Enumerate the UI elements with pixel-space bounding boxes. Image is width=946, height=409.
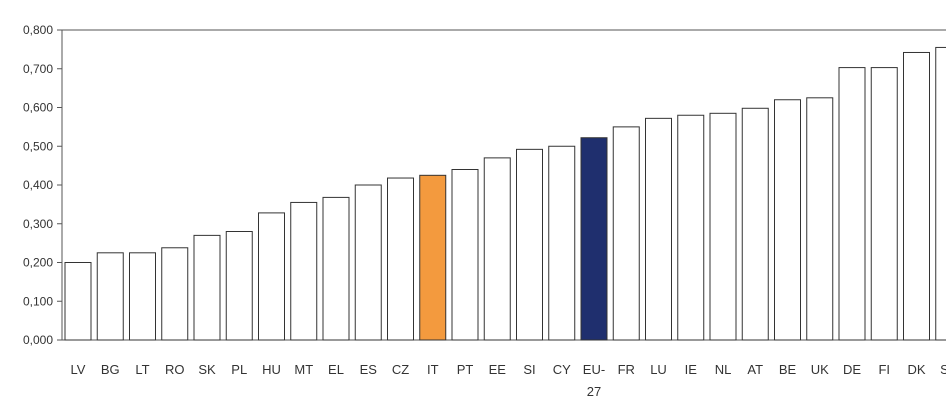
x-tick-label: PL: [231, 362, 247, 377]
y-tick-label: 0,800: [23, 23, 53, 37]
bar-it: [420, 175, 446, 340]
bar-si: [517, 149, 543, 340]
y-tick-label: 0,200: [23, 256, 53, 270]
x-tick-label: PT: [457, 362, 474, 377]
x-tick-label: AT: [747, 362, 763, 377]
x-tick-label: LV: [71, 362, 86, 377]
x-tick-label: SI: [523, 362, 535, 377]
y-tick-label: 0,000: [23, 333, 53, 347]
bar-lu: [646, 118, 672, 340]
bar-ie: [678, 115, 704, 340]
x-axis: LV BG LT RO SK PL HU MT EL ES CZ IT PT EE SI CY EU- 27 FR L…: [71, 362, 946, 399]
x-tick-label: FI: [878, 362, 890, 377]
bar-el: [323, 197, 349, 340]
x-tick-label: CZ: [392, 362, 409, 377]
bar-pl: [226, 232, 252, 341]
x-tick-label: IT: [427, 362, 439, 377]
bar-mt: [291, 202, 317, 340]
bar-fr: [613, 127, 639, 340]
x-tick-label: EU-: [583, 362, 605, 377]
bar-lv: [65, 263, 91, 341]
y-tick-label: 0,400: [23, 178, 53, 192]
y-tick-label: 0,500: [23, 139, 53, 153]
x-tick-label: NL: [715, 362, 732, 377]
bar-fi: [871, 68, 897, 340]
x-tick-label: RO: [165, 362, 185, 377]
bar-nl: [710, 113, 736, 340]
bar-sk: [194, 235, 220, 340]
x-tick-label: SK: [198, 362, 216, 377]
x-tick-label: ES: [360, 362, 378, 377]
x-tick-label: UK: [811, 362, 829, 377]
x-tick-label: DE: [843, 362, 861, 377]
x-tick-label: 27: [587, 384, 601, 399]
x-tick-label: IE: [685, 362, 698, 377]
bar-de: [839, 68, 865, 340]
bar-eu-27: [581, 138, 607, 340]
bar-pt: [452, 170, 478, 341]
y-tick-label: 0,700: [23, 62, 53, 76]
x-tick-label: BG: [101, 362, 120, 377]
bar-bg: [97, 253, 123, 340]
bar-ro: [162, 248, 188, 340]
bar-cy: [549, 146, 575, 340]
bar-se: [936, 47, 946, 340]
bar-be: [775, 100, 801, 340]
bar-lt: [130, 253, 156, 340]
y-axis: 0,000 0,100 0,200 0,300 0,400 0,500 0,600 0,700…: [23, 23, 62, 347]
x-tick-label: EE: [489, 362, 507, 377]
x-tick-label: LT: [135, 362, 149, 377]
x-tick-label: EL: [328, 362, 344, 377]
bar-at: [742, 108, 768, 340]
x-tick-label: LU: [650, 362, 667, 377]
bar-ee: [484, 158, 510, 340]
x-tick-label: CY: [553, 362, 571, 377]
bar-es: [355, 185, 381, 340]
bar-hu: [259, 213, 285, 340]
x-tick-label: SE: [940, 362, 946, 377]
x-tick-label: HU: [262, 362, 281, 377]
y-tick-label: 0,100: [23, 294, 53, 308]
x-tick-label: FR: [618, 362, 635, 377]
bar-uk: [807, 98, 833, 340]
bar-cz: [388, 178, 414, 340]
x-tick-label: DK: [907, 362, 925, 377]
bars: [65, 47, 946, 340]
x-tick-label: BE: [779, 362, 797, 377]
x-tick-label: MT: [294, 362, 313, 377]
bar-dk: [904, 52, 930, 340]
y-tick-label: 0,300: [23, 217, 53, 231]
y-tick-label: 0,600: [23, 101, 53, 115]
